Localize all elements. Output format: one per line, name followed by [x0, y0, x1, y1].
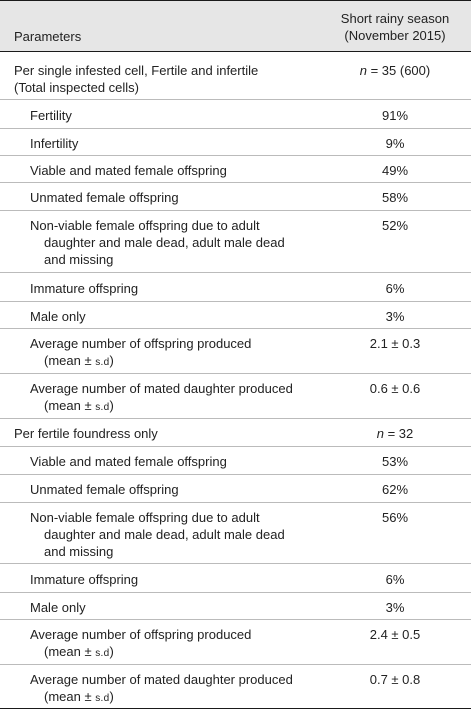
row-label: Viable and mated female offspring: [30, 163, 227, 178]
row-label-line: Average number of offspring produced: [30, 336, 252, 351]
row-label-line: daughter and male dead, adult male dead: [44, 527, 285, 542]
row-value: 56%: [381, 510, 409, 525]
row-label: Non-viable female offspring due to adult…: [30, 217, 320, 268]
row-label-line: and missing: [44, 544, 114, 559]
group-row-infested-cell: Per single infested cell, Fertile and in…: [0, 52, 471, 100]
row-label-line: Non-viable female offspring due to adult: [30, 510, 260, 525]
header-season-line1: Short rainy season: [340, 11, 450, 26]
table-header: Parameters Short rainy season (November …: [0, 0, 471, 52]
table-row: Non-viable female offspring due to adult…: [0, 211, 471, 273]
group-row-fertile-foundress: Per fertile foundress only n = 32: [0, 419, 471, 447]
row-value: 52%: [381, 218, 409, 233]
table-row: Viable and mated female offspring 49%: [0, 156, 471, 183]
row-value: 2.1 ± 0.3: [369, 336, 421, 351]
group-label: Per single infested cell, Fertile and in…: [14, 62, 314, 96]
table-row: Non-viable female offspring due to adult…: [0, 503, 471, 564]
mean-prefix: (mean ±: [44, 689, 96, 704]
sd-abbrev: s.d: [95, 648, 110, 659]
row-label: Fertility: [30, 108, 72, 123]
header-parameters: Parameters: [14, 29, 82, 44]
table-row: Unmated female offspring 58%: [0, 183, 471, 211]
row-label-line: Average number of mated daughter produce…: [30, 381, 293, 396]
row-value: 62%: [381, 482, 409, 497]
group-label-line2: (Total inspected cells): [14, 80, 139, 95]
row-label: Male only: [30, 309, 86, 324]
row-value: 58%: [381, 190, 409, 205]
row-label-line: daughter and male dead, adult male dead: [44, 235, 285, 250]
row-value: 3%: [385, 309, 405, 324]
row-value: 49%: [381, 163, 409, 178]
sd-abbrev: s.d: [95, 357, 110, 368]
sd-abbrev: s.d: [95, 402, 110, 413]
row-label: Immature offspring: [30, 281, 139, 296]
row-label: Infertility: [30, 136, 79, 151]
mean-suffix: ): [109, 398, 114, 413]
table-row: Infertility 9%: [0, 129, 471, 156]
mean-suffix: ): [109, 689, 114, 704]
row-label: Unmated female offspring: [30, 190, 179, 205]
row-value: 9%: [385, 136, 405, 151]
row-label-line: Average number of mated daughter produce…: [30, 672, 293, 687]
row-label: Average number of mated daughter produce…: [30, 380, 320, 416]
row-label: Average number of mated daughter produce…: [30, 671, 320, 707]
mean-prefix: (mean ±: [44, 644, 96, 659]
group-label-line1: Per single infested cell, Fertile and in…: [14, 63, 259, 78]
row-label: Average number of offspring produced (me…: [30, 626, 320, 662]
mean-suffix: ): [109, 353, 114, 368]
row-label-line: Average number of offspring produced: [30, 627, 252, 642]
row-label-line: Non-viable female offspring due to adult: [30, 218, 260, 233]
table-row: Average number of offspring produced (me…: [0, 620, 471, 665]
table-row: Fertility 91%: [0, 100, 471, 129]
row-label: Immature offspring: [30, 572, 139, 587]
mean-suffix: ): [109, 644, 114, 659]
row-value: 6%: [385, 572, 405, 587]
table-row: Average number of offspring produced (me…: [0, 329, 471, 374]
group-n-value: n = 32: [325, 425, 465, 442]
row-value: 53%: [381, 454, 409, 469]
group-label: Per fertile foundress only: [14, 426, 158, 441]
row-label-line: (mean ± s.d): [30, 352, 320, 371]
row-label-line: (mean ± s.d): [30, 643, 320, 662]
row-value: 0.7 ± 0.8: [369, 672, 421, 687]
row-value: 6%: [385, 281, 405, 296]
table-row: Average number of mated daughter produce…: [0, 665, 471, 709]
table-row: Average number of mated daughter produce…: [0, 374, 471, 419]
row-label: Viable and mated female offspring: [30, 454, 227, 469]
n-count: = 32: [383, 426, 414, 441]
mean-prefix: (mean ±: [44, 398, 96, 413]
row-label: Average number of offspring produced (me…: [30, 335, 320, 371]
n-count: = 35 (600): [366, 63, 431, 78]
row-value: 3%: [385, 600, 405, 615]
table-row: Male only 3%: [0, 302, 471, 329]
row-value: 0.6 ± 0.6: [369, 381, 421, 396]
row-label: Male only: [30, 600, 86, 615]
row-label: Unmated female offspring: [30, 482, 179, 497]
n-symbol: n: [359, 63, 367, 78]
row-label: Non-viable female offspring due to adult…: [30, 509, 320, 560]
row-value: 2.4 ± 0.5: [369, 627, 421, 642]
header-season: Short rainy season (November 2015): [325, 10, 465, 44]
sd-abbrev: s.d: [95, 693, 110, 704]
table-row: Unmated female offspring 62%: [0, 475, 471, 503]
group-n-value: n = 35 (600): [325, 62, 465, 79]
row-label-line: (mean ± s.d): [30, 397, 320, 416]
table-row: Immature offspring 6%: [0, 273, 471, 302]
row-label-line: and missing: [44, 252, 114, 267]
table-row: Male only 3%: [0, 593, 471, 620]
row-value: 91%: [381, 108, 409, 123]
mean-prefix: (mean ±: [44, 353, 96, 368]
row-label-line: (mean ± s.d): [30, 688, 320, 707]
table-row: Immature offspring 6%: [0, 564, 471, 593]
header-season-line2: (November 2015): [344, 28, 446, 43]
n-symbol: n: [376, 426, 384, 441]
table-row: Viable and mated female offspring 53%: [0, 447, 471, 475]
